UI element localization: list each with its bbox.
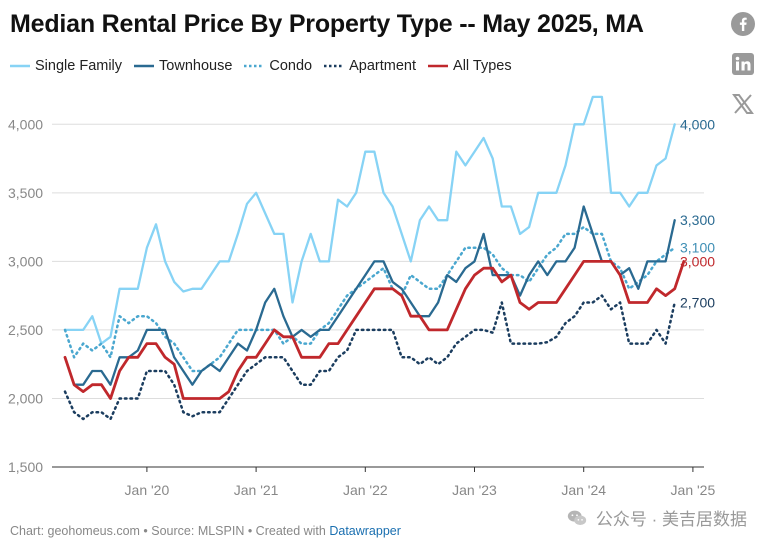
series-line-townhouse [63, 205, 676, 386]
y-tick-label: 2,000 [8, 390, 43, 406]
x-tick-label: Jan '23 [452, 482, 497, 498]
y-tick-label: 1,500 [8, 459, 43, 475]
x-tick-label: Jan '21 [234, 482, 279, 498]
y-tick-label: 3,500 [8, 185, 43, 201]
datawrapper-link[interactable]: Datawrapper [329, 524, 401, 538]
linkedin-icon[interactable] [731, 52, 755, 76]
x-tick-label: Jan '25 [671, 482, 716, 498]
end-value-label: 2,700 [680, 294, 715, 310]
series-line-single-family [63, 95, 676, 345]
legend-label: All Types [453, 58, 512, 74]
footer-chart-label: Chart: [10, 524, 45, 538]
y-tick-label: 2,500 [8, 322, 43, 338]
watermark-text: 公众号 · 美吉居数据 [595, 510, 747, 529]
series-line-condo [63, 225, 676, 373]
footer-source: geohomeus.com • Source: MLSPIN • Created… [47, 524, 326, 538]
legend-swatch-condo-icon [244, 64, 265, 68]
chart-footer: Chart: geohomeus.com • Source: MLSPIN • … [10, 524, 401, 538]
legend-swatch-apartment-icon [324, 64, 345, 68]
legend-swatch-all-types-icon [428, 64, 449, 68]
legend-label: Single Family [35, 58, 123, 74]
legend-apartment: Apartment [324, 58, 416, 74]
legend-label: Apartment [349, 58, 417, 74]
chart-legend: Single Family Townhouse Condo Apartment … [10, 58, 524, 74]
end-value-label: 3,100 [680, 240, 715, 256]
x-icon[interactable] [731, 92, 755, 116]
legend-townhouse: Townhouse [134, 58, 232, 74]
watermark: 公众号 · 美吉居数据 [566, 505, 747, 530]
series-line-all-types [63, 259, 686, 400]
x-tick-label: Jan '20 [125, 482, 170, 498]
chart-title: Median Rental Price By Property Type -- … [10, 10, 644, 38]
x-tick-label: Jan '24 [561, 482, 606, 498]
wechat-icon [567, 510, 587, 525]
series-line-apartment [63, 294, 676, 421]
legend-single-family: Single Family [10, 58, 122, 74]
y-tick-label: 4,000 [8, 116, 43, 132]
legend-label: Condo [269, 58, 313, 74]
end-value-label: 4,000 [680, 116, 715, 132]
legend-swatch-single-family-icon [10, 64, 30, 68]
social-share-bar [731, 12, 757, 132]
end-value-label: 3,000 [680, 253, 715, 269]
x-tick-label: Jan '22 [343, 482, 388, 498]
facebook-icon[interactable] [731, 12, 755, 36]
legend-all-types: All Types [428, 58, 512, 74]
legend-condo: Condo [244, 58, 312, 74]
y-tick-label: 3,000 [8, 253, 43, 269]
legend-label: Townhouse [159, 58, 233, 74]
legend-swatch-townhouse-icon [134, 64, 155, 68]
end-value-label: 3,300 [680, 212, 715, 228]
